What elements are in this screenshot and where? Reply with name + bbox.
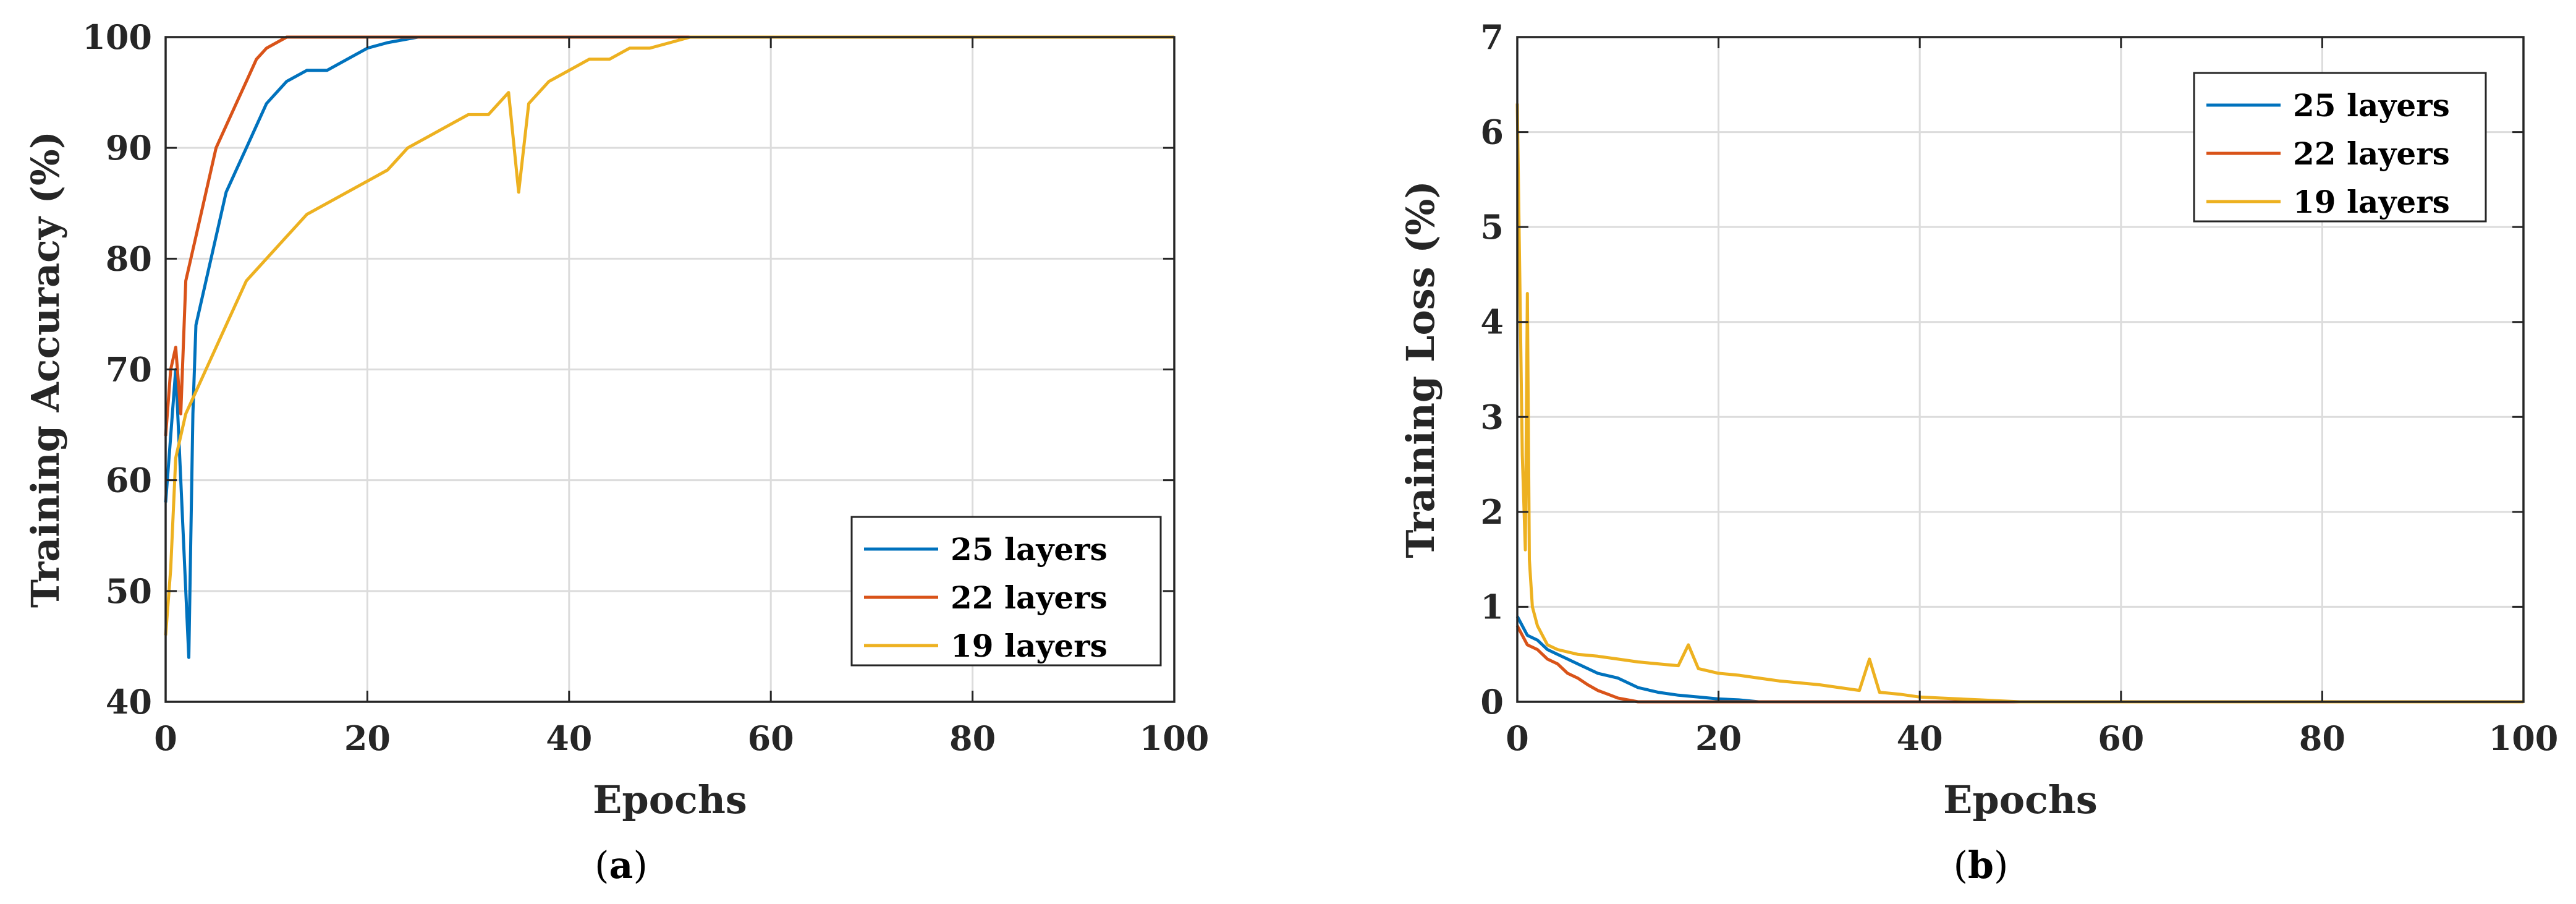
legend: 25 layers 22 layers 19 layers bbox=[850, 516, 1162, 667]
legend: 25 layers 22 layers 19 layers bbox=[2193, 72, 2487, 223]
x-tick-label: 40 bbox=[1897, 719, 1943, 758]
y-axis-label: Training Accuracy (%) bbox=[23, 131, 68, 608]
y-tick-label: 80 bbox=[106, 239, 152, 278]
y-tick-label: 2 bbox=[1480, 492, 1504, 532]
x-tick-label: 0 bbox=[154, 719, 177, 758]
y-axis-label: Training Loss (%) bbox=[1398, 181, 1443, 558]
y-tick-label: 100 bbox=[82, 17, 152, 57]
legend-box bbox=[2193, 72, 2487, 223]
y-tick-label: 60 bbox=[106, 461, 152, 500]
y-tick-label: 6 bbox=[1480, 113, 1504, 152]
y-tick-label: 90 bbox=[106, 128, 152, 168]
series-line-22-layers bbox=[164, 35, 1174, 437]
subfigure-caption: (b) bbox=[1954, 844, 2009, 887]
series-line-19-layers bbox=[1515, 103, 2523, 704]
chart-panel-b: 0 20 40 60 80 100 0 1 2 3 4 5 6 7 Epochs Training Loss … bbox=[1398, 17, 2558, 887]
plot-frame bbox=[1516, 36, 2525, 703]
x-tick-label: 20 bbox=[1695, 719, 1742, 758]
x-tick-label: 80 bbox=[2299, 719, 2345, 758]
y-tick-label: 40 bbox=[106, 682, 152, 722]
legend-label: 25 layers bbox=[951, 531, 1108, 568]
x-tick-label: 20 bbox=[344, 719, 391, 758]
x-tick-label: 100 bbox=[1140, 719, 1210, 758]
series-line-22-layers bbox=[1515, 625, 2523, 704]
y-tick-label: 50 bbox=[106, 571, 152, 611]
series-line-25-layers bbox=[164, 35, 1174, 659]
subfigure-caption: (a) bbox=[595, 844, 648, 887]
x-tick-label: 40 bbox=[546, 719, 592, 758]
legend-label: 19 layers bbox=[2293, 184, 2450, 220]
y-tick-label: 4 bbox=[1480, 302, 1504, 342]
y-tick-label: 3 bbox=[1480, 397, 1504, 437]
legend-label: 22 layers bbox=[951, 579, 1108, 616]
x-tick-label: 80 bbox=[949, 719, 996, 758]
y-tick-label: 5 bbox=[1480, 207, 1504, 247]
legend-label: 22 layers bbox=[2293, 135, 2450, 172]
x-tick-label: 60 bbox=[748, 719, 794, 758]
x-tick-label: 0 bbox=[1506, 719, 1529, 758]
y-tick-label: 0 bbox=[1480, 682, 1504, 722]
y-tick-label: 7 bbox=[1480, 17, 1504, 57]
chart-panel-a: 0 20 40 60 80 100 40 50 60 70 80 90 100 Epochs Trainin… bbox=[23, 17, 1209, 887]
x-axis-label: Epochs bbox=[593, 777, 747, 822]
x-tick-label: 100 bbox=[2489, 719, 2559, 758]
series-line-19-layers bbox=[164, 35, 1174, 636]
y-tick-label: 70 bbox=[106, 350, 152, 390]
legend-box bbox=[850, 516, 1162, 667]
x-axis-label: Epochs bbox=[1943, 777, 2098, 822]
series-line-25-layers bbox=[1515, 615, 2523, 704]
legend-label: 19 layers bbox=[951, 628, 1108, 664]
legend-label: 25 layers bbox=[2293, 87, 2450, 124]
y-tick-label: 1 bbox=[1480, 587, 1504, 626]
x-tick-label: 60 bbox=[2098, 719, 2144, 758]
